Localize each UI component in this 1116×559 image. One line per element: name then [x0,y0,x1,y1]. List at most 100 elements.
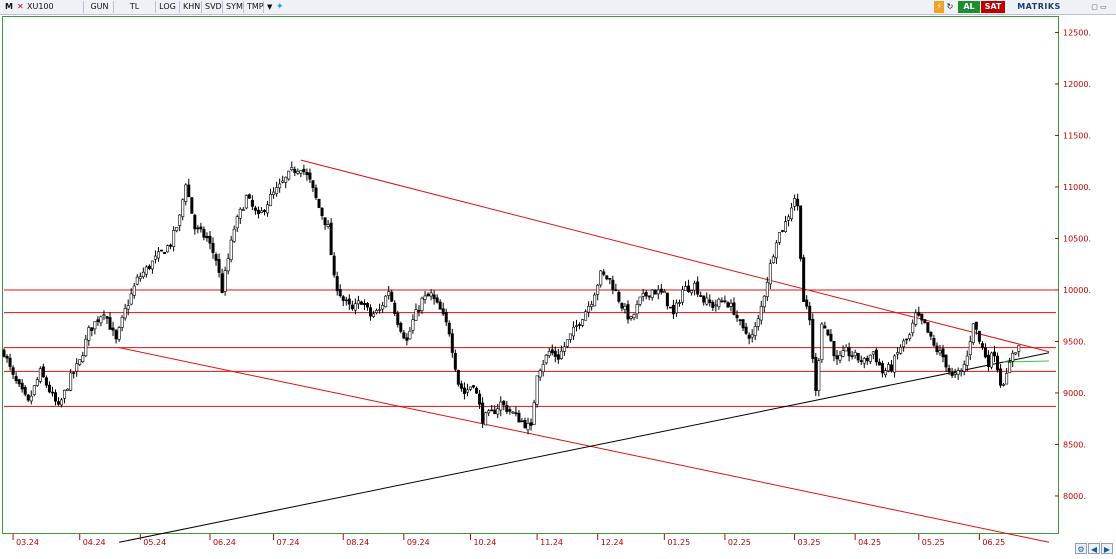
alert-icon[interactable]: ⚡ [934,1,944,13]
svd-button[interactable]: SVD [202,1,223,13]
candle-body [865,357,869,362]
candle-body [962,364,966,372]
candle-body [235,216,239,229]
period-button[interactable]: GUN [86,1,114,13]
candle-body [287,170,291,180]
candle-body [441,308,445,315]
candle-body [314,187,318,198]
log-scale-button[interactable]: LOG [156,1,180,13]
candle-body [559,350,563,360]
candle-body [808,305,812,321]
y-tick-label: 8000. [1063,492,1086,501]
scroll-left-icon[interactable]: ◀ [1088,543,1100,554]
candle-body [305,171,309,176]
candle-body [720,300,724,303]
candle-body [853,352,857,356]
candle-body [453,353,457,370]
candle-body [472,385,476,388]
candle-body [505,405,509,412]
candle-body [138,276,142,279]
x-tick-label: 08.24 [346,538,369,547]
currency-button[interactable]: TL [114,1,156,13]
x-tick-label: 11.24 [540,538,563,547]
nav-controls: ⚙ ◀ ▶ [1075,543,1115,555]
candle-body [262,210,266,213]
candle-body [614,289,618,292]
candle-body [417,310,421,312]
buy-button[interactable]: AL [958,1,980,13]
candle-body [977,330,981,342]
candle-body [738,319,742,322]
candle-body [735,314,739,319]
candle-body [617,291,621,302]
candle-body [8,357,12,367]
candle-body [44,377,48,386]
symbol-field[interactable]: XU100 [24,1,84,13]
settings-icon[interactable]: ⚙ [1075,543,1087,554]
window-controls-icon[interactable]: ▢ ▭ [1091,3,1107,11]
candle-body [862,358,866,364]
candle-body [956,370,960,375]
candle-body [362,302,366,305]
candle-body [759,305,763,321]
twitter-icon[interactable]: ✦ [276,2,284,12]
close-icon[interactable]: ✕ [17,2,24,11]
candle-body [629,316,633,319]
sell-button[interactable]: SAT [981,1,1005,13]
sym-button[interactable]: SYM [223,1,244,13]
candle-body [711,301,715,308]
refresh-icon[interactable]: ↻ [946,2,954,11]
candle-body [253,207,257,211]
x-tick-label: 03.24 [16,538,39,547]
candle-body [659,288,663,293]
candle-body [266,204,270,214]
candle-body [841,350,845,357]
scroll-right-icon[interactable]: ▶ [1101,543,1113,554]
trend-line [119,352,1050,543]
candle-body [272,191,276,196]
candle-body [529,422,533,426]
candle-body [899,347,903,354]
candle-body [41,366,45,378]
candle-body [578,324,582,326]
candle-body [205,236,209,239]
matriks-menu-button[interactable]: M [5,2,13,11]
candle-body [156,251,160,259]
candle-body [611,279,615,291]
khn-button[interactable]: KHN [180,1,202,13]
chevron-down-icon[interactable]: ▼ [267,3,273,11]
candle-body [959,370,963,372]
candle-body [732,302,736,315]
candle-body [475,387,479,394]
candle-body [653,289,657,295]
trend-line [1003,360,1050,363]
candle-body [408,330,412,340]
candle-body [1002,384,1006,386]
candle-body [375,310,379,314]
candle-body [971,323,975,344]
candle-body [980,343,984,348]
candle-body [378,309,382,311]
candle-body [677,302,681,304]
candle-body [323,217,327,226]
template-button[interactable]: TMP [244,1,264,13]
candle-body [623,305,627,310]
candle-body [150,260,154,270]
candle-body [935,345,939,352]
candle-body [172,230,176,247]
candle-body [35,379,39,386]
candle-body [350,304,354,310]
candle-body [447,322,451,335]
candle-body [450,333,454,353]
candle-body [17,379,21,385]
candle-body [823,325,827,329]
candle-body [941,348,945,358]
candle-body [714,304,718,307]
candle-body [75,363,79,372]
candle-body [53,392,57,402]
x-tick-label: 03.25 [798,538,821,547]
candle-body [968,341,972,355]
candle-body [147,265,151,269]
candle-body [499,401,503,411]
